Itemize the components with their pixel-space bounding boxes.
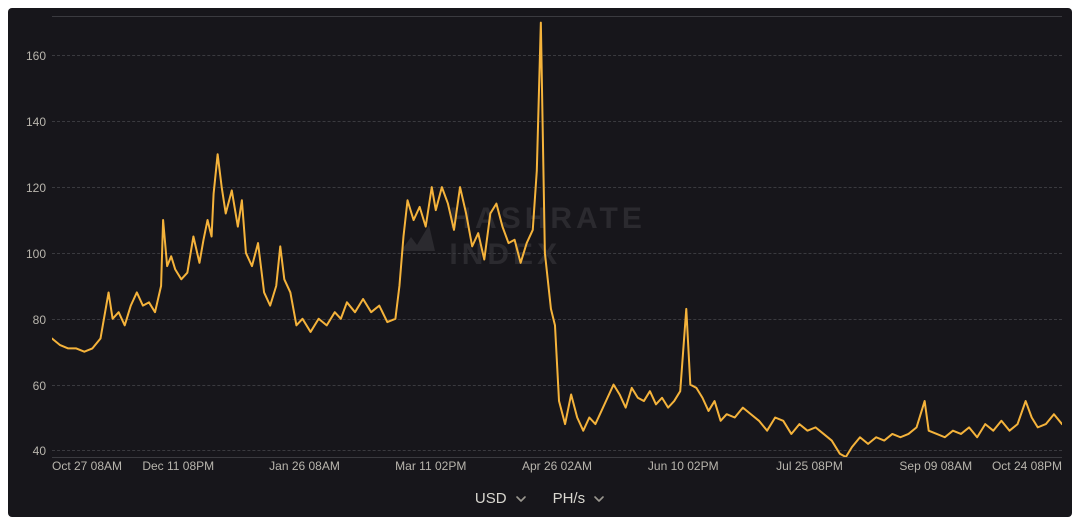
unit-label: PH/s <box>553 490 586 507</box>
chevron-down-icon <box>515 493 527 505</box>
chart-controls: USD PH/s <box>8 488 1072 509</box>
x-tick-label: Apr 26 02AM <box>522 459 592 473</box>
y-tick-label: 40 <box>33 444 46 458</box>
y-tick-label: 100 <box>26 247 46 261</box>
currency-label: USD <box>475 490 507 507</box>
series-svg <box>52 16 1062 457</box>
chart-frame: HASHRATE INDEX 406080100120140160 Oct 27… <box>0 0 1080 525</box>
x-tick-label: Oct 27 08AM <box>52 459 122 473</box>
x-tick-label: Jun 10 02PM <box>648 459 719 473</box>
y-tick-label: 60 <box>33 379 46 393</box>
chart-container: HASHRATE INDEX 406080100120140160 Oct 27… <box>8 8 1072 517</box>
y-tick-label: 120 <box>26 181 46 195</box>
x-tick-label: Jul 25 08PM <box>776 459 843 473</box>
y-tick-label: 160 <box>26 49 46 63</box>
plot-bottom-border <box>52 457 1062 458</box>
x-tick-label: Dec 11 08PM <box>142 459 214 473</box>
x-tick-label: Sep 09 08AM <box>899 459 972 473</box>
x-tick-label: Mar 11 02PM <box>395 459 466 473</box>
chevron-down-icon <box>593 493 605 505</box>
currency-dropdown[interactable]: USD <box>471 488 531 509</box>
y-tick-label: 80 <box>33 313 46 327</box>
y-tick-label: 140 <box>26 115 46 129</box>
x-tick-label: Oct 24 08PM <box>992 459 1062 473</box>
plot-area: HASHRATE INDEX 406080100120140160 <box>52 16 1062 457</box>
x-axis: Oct 27 08AM Dec 11 08PM Jan 26 08AM Mar 11 … <box>52 459 1062 477</box>
price-series-line <box>52 23 1062 457</box>
x-tick-label: Jan 26 08AM <box>269 459 340 473</box>
unit-dropdown[interactable]: PH/s <box>549 488 610 509</box>
